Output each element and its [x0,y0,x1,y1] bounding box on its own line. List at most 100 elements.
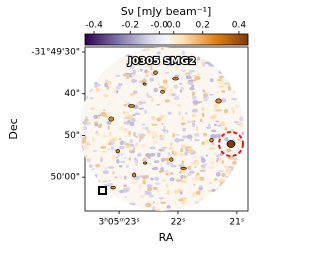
noise-blob [230,106,235,111]
noise-blob [146,184,153,188]
noise-blob [128,149,133,152]
noise-blob [129,122,135,127]
noise-blob [177,104,181,107]
noise-blob [94,174,98,178]
noise-blob [122,188,128,193]
x-tick-label: 21ˢ [229,218,244,228]
noise-blob [201,112,205,118]
noise-blob [200,158,206,163]
noise-blob [187,74,191,78]
noise-blob [92,150,98,152]
noise-blob [226,148,232,153]
noise-blob [214,103,218,108]
noise-blob [142,179,146,185]
noise-blob [215,172,221,177]
beam [98,186,107,195]
noise-blob [157,188,160,193]
noise-blob [177,60,182,64]
noise-blob [162,79,168,84]
noise-blob [156,104,161,106]
noise-blob [123,104,128,107]
noise-blob [208,166,215,169]
noise-blob [179,89,182,93]
noise-blob [159,115,164,120]
noise-blob [173,190,180,194]
noise-blob [119,175,123,179]
noise-blob [216,90,220,94]
noise-blob [189,170,195,174]
noise-blob [144,109,148,114]
noise-blob [180,138,185,142]
contour [180,167,187,170]
noise-blob [174,95,180,101]
noise-blob [175,133,180,136]
noise-blob [107,182,114,187]
noise-blob [115,74,121,78]
noise-blob [150,115,156,120]
noise-blob [118,126,125,131]
noise-blob [199,185,203,189]
noise-blob [173,151,178,156]
noise-blob [162,147,166,152]
noise-blob [181,69,187,72]
noise-blob [85,116,88,120]
noise-blob [150,66,153,71]
noise-blob [214,123,217,127]
noise-blob [144,192,148,196]
noise-blob [194,139,200,142]
noise-blob [195,126,199,131]
colorbar-tick-label: -0.4 [85,21,103,31]
noise-blob [149,152,156,157]
noise-blob [201,62,206,67]
noise-blob [223,165,229,168]
noise-blob [96,132,101,137]
contour [108,116,115,122]
noise-blob [104,79,109,84]
noise-blob [151,123,158,126]
noise-blob [154,159,158,163]
colorbar [84,33,249,46]
noise-blob [120,153,124,156]
annotation: J0305 SMG2 [127,56,195,67]
noise-blob [110,146,114,151]
noise-blob [199,118,203,123]
contour [215,98,222,104]
noise-blob [160,201,167,205]
noise-blob [163,125,166,130]
noise-blob [156,152,161,158]
noise-blob [138,80,141,83]
noise-blob [179,153,186,156]
noise-blob [178,198,184,202]
noise-blob [152,201,155,204]
noise-blob [191,108,198,113]
noise-blob [192,192,196,198]
noise-blob [153,87,158,93]
noise-blob [124,143,130,146]
noise-blob [203,95,207,99]
noise-blob [124,196,127,199]
noise-blob [139,195,145,198]
noise-blob [140,136,145,139]
noise-blob [194,75,201,81]
colorbar-tick-label: 0.4 [232,21,247,31]
noise-blob [109,138,113,142]
noise-blob [223,108,229,114]
noise-blob [80,76,84,79]
noise-blob [138,184,143,190]
noise-blob [230,128,234,133]
noise-blob [201,168,206,171]
noise-blob [118,165,123,168]
noise-blob [181,201,186,205]
noise-blob [189,137,192,142]
noise-blob [119,160,126,164]
noise-blob [217,125,222,127]
noise-blob [131,117,136,123]
noise-blob [134,112,141,116]
noise-blob [156,208,161,211]
y-tick-label: -31°49'30" [31,48,80,58]
noise-blob [124,111,131,117]
noise-blob [169,88,174,93]
noise-blob [186,146,192,149]
noise-blob [201,141,206,146]
noise-blob [183,175,187,179]
